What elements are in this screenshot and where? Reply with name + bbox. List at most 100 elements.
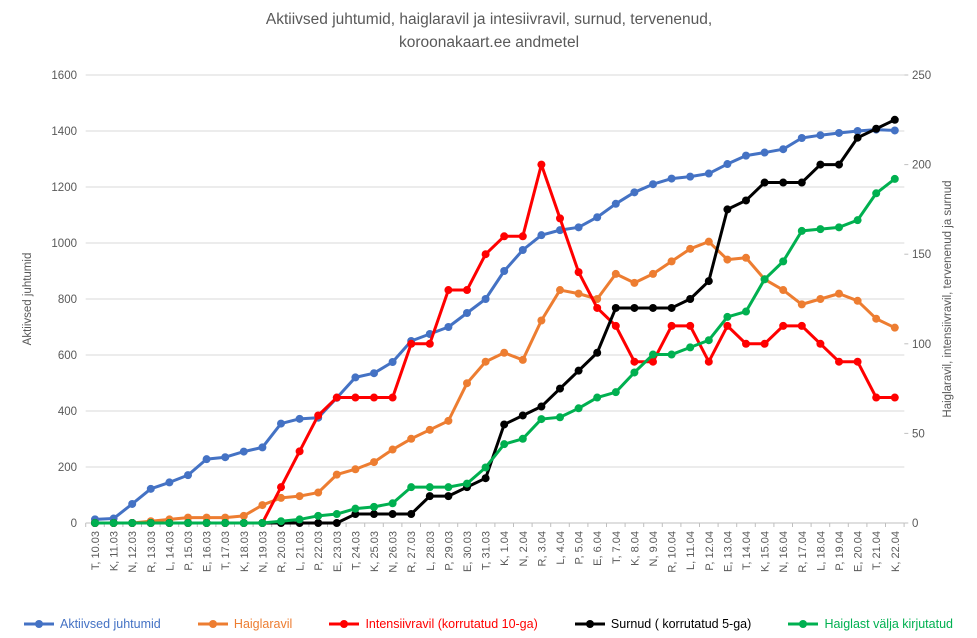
x-axis-tick-label: K, 18.03 bbox=[239, 531, 251, 572]
data-point bbox=[239, 519, 248, 527]
data-point bbox=[518, 411, 527, 420]
data-point bbox=[332, 519, 341, 527]
legend-label: Surnud ( korrutatud 5-ga) bbox=[610, 617, 752, 631]
data-series bbox=[91, 115, 899, 527]
data-point bbox=[704, 237, 713, 246]
data-point bbox=[760, 148, 769, 157]
data-point bbox=[649, 269, 657, 278]
data-point bbox=[890, 323, 899, 332]
x-axis-tick-label: K, 1.04 bbox=[499, 531, 511, 566]
x-axis-tick-label: L, 11.04 bbox=[685, 531, 697, 570]
gridlines bbox=[85, 74, 905, 468]
x-axis-tick-label: T, 10.03 bbox=[90, 531, 102, 570]
legend-item: Haiglast välja kirjutatud bbox=[788, 617, 953, 631]
data-point bbox=[314, 519, 323, 527]
data-point bbox=[370, 369, 378, 378]
data-point bbox=[239, 511, 248, 520]
x-axis-tick-label: R, 10.04 bbox=[667, 531, 679, 573]
data-point bbox=[165, 478, 174, 487]
data-point bbox=[630, 278, 639, 287]
legend-marker-icon bbox=[329, 620, 360, 628]
x-axis-tick-label: R, 20.03 bbox=[276, 531, 288, 573]
x-axis-tick-label: N, 2.04 bbox=[518, 531, 530, 566]
data-point bbox=[537, 316, 546, 325]
data-point bbox=[556, 384, 564, 393]
data-point bbox=[593, 213, 602, 222]
data-point bbox=[593, 348, 602, 357]
data-point bbox=[667, 257, 676, 266]
left-axis-tick-label: 800 bbox=[58, 294, 77, 306]
data-point bbox=[853, 296, 862, 305]
data-point bbox=[760, 178, 769, 187]
data-point bbox=[797, 178, 806, 187]
x-axis-tick-label: P, 19.04 bbox=[834, 531, 846, 571]
data-point bbox=[816, 131, 825, 140]
right-axis-tick-label: 150 bbox=[912, 249, 931, 261]
data-point bbox=[890, 115, 899, 124]
x-axis-tick-label: E, 30.03 bbox=[462, 531, 474, 572]
data-point bbox=[667, 174, 676, 183]
x-axis-tick-label: E, 6.04 bbox=[592, 531, 604, 566]
data-point bbox=[667, 350, 676, 359]
data-point bbox=[518, 246, 527, 254]
data-point bbox=[686, 321, 695, 330]
data-point bbox=[779, 257, 788, 266]
data-point bbox=[853, 127, 862, 135]
left-axis-tick-label: 200 bbox=[58, 462, 77, 474]
chart-legend: Aktiivsed juhtumid Haiglaravil Intensiivra… bbox=[0, 605, 977, 638]
x-axis-tick-label: P, 15.03 bbox=[183, 531, 195, 571]
left-axis-tick-label: 1400 bbox=[51, 126, 77, 138]
data-point bbox=[165, 519, 174, 527]
data-point bbox=[816, 160, 825, 169]
x-axis-tick-label: R, 13.03 bbox=[146, 531, 158, 573]
data-point bbox=[258, 519, 267, 527]
data-point bbox=[128, 519, 137, 527]
data-point bbox=[463, 379, 471, 388]
data-point bbox=[407, 434, 416, 443]
data-point bbox=[295, 492, 304, 501]
legend-marker-icon bbox=[788, 620, 819, 628]
data-point bbox=[649, 357, 657, 366]
data-point bbox=[332, 470, 341, 479]
series-line bbox=[93, 163, 897, 525]
right-axis-tick-label: 200 bbox=[912, 160, 931, 172]
data-point bbox=[779, 178, 788, 187]
data-point bbox=[351, 373, 360, 382]
data-point bbox=[556, 286, 564, 295]
right-axis-title: Haiglaravil, intensiivravil, tervenenud … bbox=[942, 180, 954, 417]
x-axis-tick-label: K, 25.03 bbox=[369, 531, 381, 572]
data-point bbox=[202, 519, 211, 527]
data-point bbox=[649, 350, 657, 359]
x-axis-tick-label: K, 15.04 bbox=[760, 531, 772, 572]
x-axis-tick-label: P, 12.04 bbox=[704, 531, 716, 571]
data-point bbox=[556, 413, 564, 422]
data-point bbox=[742, 196, 750, 205]
data-point bbox=[574, 404, 583, 413]
left-axis-tick-label: 400 bbox=[58, 406, 77, 418]
data-point bbox=[425, 339, 434, 348]
data-point bbox=[184, 471, 192, 480]
series-line bbox=[93, 177, 897, 525]
data-point bbox=[816, 225, 825, 234]
data-point bbox=[872, 393, 881, 402]
legend-item: Intensiivravil (korrutatud 10-ga) bbox=[329, 617, 538, 631]
x-axis-tick-label: L, 14.03 bbox=[164, 531, 176, 571]
right-axis-tick-labels: 0 50 100 150 200 250 bbox=[912, 70, 931, 530]
data-point bbox=[444, 323, 453, 331]
x-axis-tick-label: K, 8.04 bbox=[629, 531, 641, 566]
data-point bbox=[779, 145, 788, 154]
data-point bbox=[407, 339, 416, 348]
data-point bbox=[593, 393, 602, 402]
x-axis-tick-label: L, 4.04 bbox=[555, 531, 567, 565]
data-point bbox=[723, 160, 732, 169]
data-point bbox=[184, 519, 192, 527]
data-point bbox=[388, 358, 397, 366]
data-point bbox=[314, 511, 323, 520]
data-point bbox=[872, 314, 881, 323]
legend-marker-icon bbox=[24, 620, 54, 628]
data-point bbox=[463, 309, 471, 317]
data-point bbox=[816, 339, 825, 348]
line-chart: 0 200 400 600 800 1000 1200 1400 1600 0 50 100 150 2… bbox=[22, 11, 954, 573]
data-point bbox=[835, 128, 843, 137]
data-point bbox=[500, 267, 509, 275]
